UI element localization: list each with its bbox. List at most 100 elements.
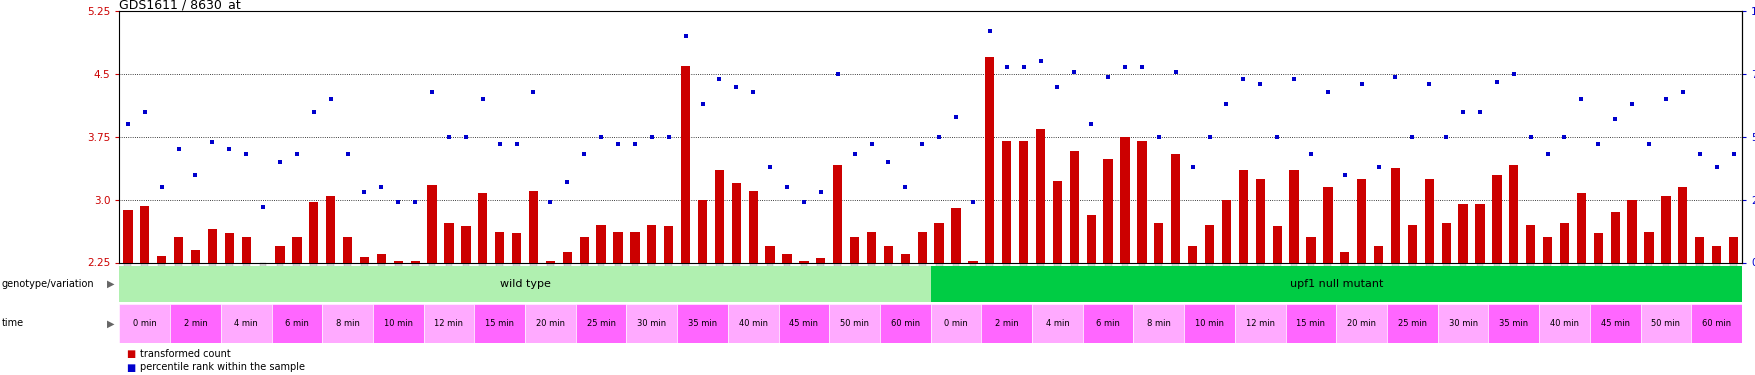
Point — [469, 96, 497, 102]
Point — [1432, 134, 1460, 140]
Bar — [372, 304, 423, 343]
Point — [1651, 96, 1680, 102]
Bar — [360, 256, 369, 262]
Point — [1718, 152, 1746, 157]
Text: 8 min: 8 min — [1146, 319, 1171, 328]
Text: 20 min: 20 min — [535, 319, 565, 328]
Point — [367, 184, 395, 190]
Bar — [1153, 223, 1164, 262]
Point — [1532, 152, 1560, 157]
Bar — [1525, 225, 1534, 262]
Bar — [816, 258, 825, 262]
Bar — [1372, 246, 1383, 262]
Bar — [967, 261, 978, 262]
Bar — [934, 223, 942, 262]
Bar — [1660, 195, 1669, 262]
Point — [418, 88, 446, 94]
Bar — [393, 261, 402, 262]
Bar — [377, 254, 386, 262]
Bar — [576, 304, 627, 343]
Point — [1162, 69, 1190, 75]
Point — [621, 141, 649, 147]
Text: 15 min: 15 min — [1295, 319, 1325, 328]
Point — [841, 152, 869, 157]
Point — [1397, 134, 1425, 140]
Point — [1111, 63, 1139, 69]
Bar — [1474, 204, 1483, 262]
Bar — [1272, 226, 1281, 262]
Bar — [981, 304, 1032, 343]
Bar — [1437, 304, 1488, 343]
Point — [486, 141, 514, 147]
Bar — [799, 261, 807, 262]
Point — [1601, 116, 1629, 122]
Bar — [1083, 304, 1134, 343]
Point — [1144, 134, 1172, 140]
Text: ▶: ▶ — [107, 279, 114, 289]
Text: 35 min: 35 min — [688, 319, 716, 328]
Bar — [867, 231, 876, 262]
Bar — [918, 231, 927, 262]
Text: 10 min: 10 min — [1195, 319, 1223, 328]
Bar — [477, 193, 488, 262]
Bar — [1137, 141, 1146, 262]
Text: GDS1611 / 8630_at: GDS1611 / 8630_at — [119, 0, 240, 11]
Point — [1246, 81, 1274, 87]
Point — [1009, 63, 1037, 69]
Bar — [648, 225, 656, 262]
Text: 60 min: 60 min — [890, 319, 920, 328]
Bar — [426, 184, 437, 262]
Point — [232, 152, 260, 157]
Point — [265, 159, 293, 165]
Point — [1297, 152, 1325, 157]
Point — [925, 134, 953, 140]
Point — [874, 159, 902, 165]
Point — [721, 84, 749, 90]
Point — [1702, 164, 1730, 170]
Bar — [1543, 237, 1551, 262]
Bar — [1594, 233, 1602, 262]
Bar — [1188, 246, 1197, 262]
Bar — [732, 183, 741, 262]
Bar — [291, 237, 302, 262]
Bar — [879, 304, 930, 343]
Bar — [1237, 170, 1248, 262]
Point — [1364, 164, 1392, 170]
Bar — [474, 304, 525, 343]
Bar — [714, 170, 723, 262]
Bar — [272, 304, 323, 343]
Bar — [1639, 304, 1690, 343]
Point — [114, 122, 142, 128]
Point — [1262, 134, 1290, 140]
Point — [586, 134, 614, 140]
Text: 8 min: 8 min — [335, 319, 360, 328]
Bar — [1690, 304, 1741, 343]
Bar — [1576, 193, 1585, 262]
Point — [1616, 101, 1644, 107]
Bar — [1018, 141, 1028, 262]
Point — [806, 189, 834, 195]
Bar — [748, 191, 758, 262]
Bar — [1729, 237, 1737, 262]
Bar — [1386, 304, 1437, 343]
Bar — [191, 250, 200, 262]
Bar — [119, 304, 170, 343]
Bar — [1134, 304, 1183, 343]
Bar — [1558, 223, 1569, 262]
Bar — [765, 246, 774, 262]
Point — [351, 189, 379, 195]
Bar — [1643, 231, 1653, 262]
Bar — [1488, 304, 1537, 343]
Bar — [930, 304, 981, 343]
Bar — [123, 210, 132, 262]
Bar — [1323, 187, 1332, 262]
Point — [1634, 141, 1662, 147]
Point — [772, 184, 800, 190]
Point — [502, 141, 530, 147]
Bar — [1508, 165, 1518, 262]
Bar — [1306, 237, 1314, 262]
Bar — [1539, 304, 1588, 343]
Text: 6 min: 6 min — [284, 319, 309, 328]
Point — [1346, 81, 1374, 87]
Bar — [579, 237, 588, 262]
